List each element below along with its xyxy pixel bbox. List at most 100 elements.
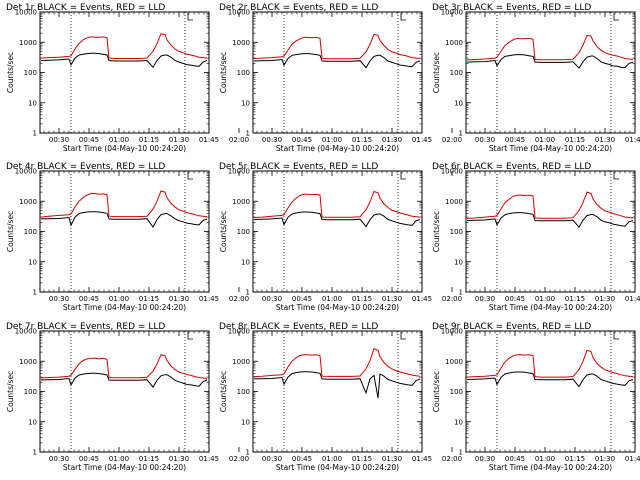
y-tick-label: 10 [28, 99, 37, 107]
series-events-line [253, 211, 421, 228]
y-tick-label: 1 [459, 130, 463, 138]
y-tick-label: 1 [246, 449, 250, 457]
x-tick-label: 01:15 [565, 136, 585, 144]
x-tick-label: 00:30 [262, 136, 282, 144]
x-tick-label: 01:30 [169, 295, 189, 303]
y-tick-label: 1 [246, 289, 250, 297]
series-events-line [466, 54, 634, 69]
x-tick-label: 01:30 [169, 455, 189, 463]
x-tick-label: 00:30 [49, 295, 69, 303]
x-tick-label: 01:15 [139, 455, 159, 463]
y-tick-label: 100 [237, 388, 250, 396]
y-tick-label: 10 [454, 99, 463, 107]
x-tick-label: 01:45 [625, 136, 640, 144]
series-lld-line [253, 33, 421, 60]
x-axis-label: Start Time (04-May-10 00:24:20) [63, 303, 186, 312]
plot-frame [465, 330, 636, 453]
x-axis-label: Start Time (04-May-10 00:24:20) [63, 463, 186, 472]
x-tick-label: 00:45 [505, 136, 525, 144]
interval-bracket [613, 172, 619, 180]
series-events-line [466, 371, 634, 388]
x-axis-label: Start Time (04-May-10 00:24:20) [489, 463, 612, 472]
x-axis-label: Start Time (04-May-10 00:24:20) [276, 303, 399, 312]
series-lld-line [40, 190, 208, 218]
y-tick-label: 1000 [19, 198, 37, 206]
y-axis-label: Counts/sec [432, 211, 441, 252]
y-tick-label: 100 [24, 228, 37, 236]
x-tick-label: 01:00 [109, 295, 129, 303]
series-events-line [40, 52, 208, 69]
interval-bracket [400, 13, 406, 21]
x-tick-label: 00:30 [49, 455, 69, 463]
x-tick-label: 02:00 [442, 455, 462, 463]
interval-bracket [400, 332, 406, 340]
y-tick-label: 100 [450, 228, 463, 236]
y-tick-label: 1000 [19, 358, 37, 366]
series-lld-line [466, 349, 634, 378]
x-tick-label: 01:00 [535, 295, 555, 303]
x-tick-label: 01:15 [352, 295, 372, 303]
chart-title: Det 7r BLACK = Events, RED = LLD [6, 322, 165, 332]
x-tick-label: 01:45 [199, 136, 219, 144]
x-axis-label: Start Time (04-May-10 00:24:20) [489, 303, 612, 312]
chart-title: Det 9r BLACK = Events, RED = LLD [432, 322, 591, 332]
x-tick-label: 01:00 [535, 136, 555, 144]
chart-title: Det 8r BLACK = Events, RED = LLD [219, 322, 378, 332]
plot-frame [252, 170, 423, 293]
x-tick-label: 01:15 [139, 136, 159, 144]
x-tick-label: 02:00 [442, 295, 462, 303]
series-lld-line [466, 191, 634, 219]
series-events-line [466, 212, 634, 228]
chart-panel-2: Det 2r BLACK = Events, RED = LLD11010010… [219, 3, 462, 153]
chart-title: Det 5r BLACK = Events, RED = LLD [219, 162, 378, 172]
x-tick-label: 01:45 [412, 136, 432, 144]
y-tick-label: 1000 [445, 358, 463, 366]
chart-title: Det 6r BLACK = Events, RED = LLD [432, 162, 591, 172]
plot-frame [39, 330, 210, 453]
x-tick-label: 02:00 [442, 136, 462, 144]
y-tick-label: 10000 [228, 168, 250, 176]
x-tick-label: 01:00 [109, 136, 129, 144]
x-axis-label: Start Time (04-May-10 00:24:20) [489, 144, 612, 153]
y-tick-label: 10000 [441, 9, 463, 17]
x-tick-label: 01:45 [412, 295, 432, 303]
y-axis-label: Counts/sec [219, 371, 228, 412]
x-tick-label: 00:45 [505, 455, 525, 463]
plot-frame [39, 11, 210, 134]
y-tick-label: 1 [33, 289, 37, 297]
x-tick-label: 01:30 [382, 295, 402, 303]
y-tick-label: 10000 [15, 328, 37, 336]
series-lld-line [253, 190, 421, 218]
plot-frame [465, 11, 636, 134]
chart-title: Det 1r BLACK = Events, RED = LLD [6, 3, 165, 13]
x-tick-label: 01:45 [625, 455, 640, 463]
x-tick-label: 00:30 [475, 136, 495, 144]
y-tick-label: 100 [24, 388, 37, 396]
x-tick-label: 01:00 [535, 455, 555, 463]
x-tick-label: 01:15 [352, 136, 372, 144]
chart-panel-5: Det 5r BLACK = Events, RED = LLD11010010… [219, 162, 462, 312]
x-tick-label: 01:15 [565, 455, 585, 463]
plot-frame [465, 170, 636, 293]
y-tick-label: 10 [454, 258, 463, 266]
x-tick-label: 02:00 [229, 455, 249, 463]
interval-bracket [613, 13, 619, 21]
y-tick-label: 100 [237, 228, 250, 236]
chart-title: Det 4r BLACK = Events, RED = LLD [6, 162, 165, 172]
chart-panel-9: Det 9r BLACK = Events, RED = LLD 1 10 100 10… [432, 322, 640, 472]
x-tick-label: 00:45 [292, 455, 312, 463]
x-tick-label: 01:30 [595, 136, 615, 144]
y-tick-label: 1000 [232, 358, 250, 366]
y-tick-label: 1 [459, 289, 463, 297]
series-events-line [253, 371, 421, 399]
chart-panel-7: Det 7r BLACK = Events, RED = LLD11010010… [6, 322, 249, 472]
x-tick-label: 01:45 [199, 455, 219, 463]
x-axis-label: Start Time (04-May-10 00:24:20) [276, 144, 399, 153]
x-tick-label: 01:45 [199, 295, 219, 303]
x-tick-label: 00:45 [505, 295, 525, 303]
y-tick-label: 10 [241, 258, 250, 266]
interval-bracket [187, 13, 193, 21]
plot-frame [252, 330, 423, 453]
plot-frame [252, 11, 423, 134]
